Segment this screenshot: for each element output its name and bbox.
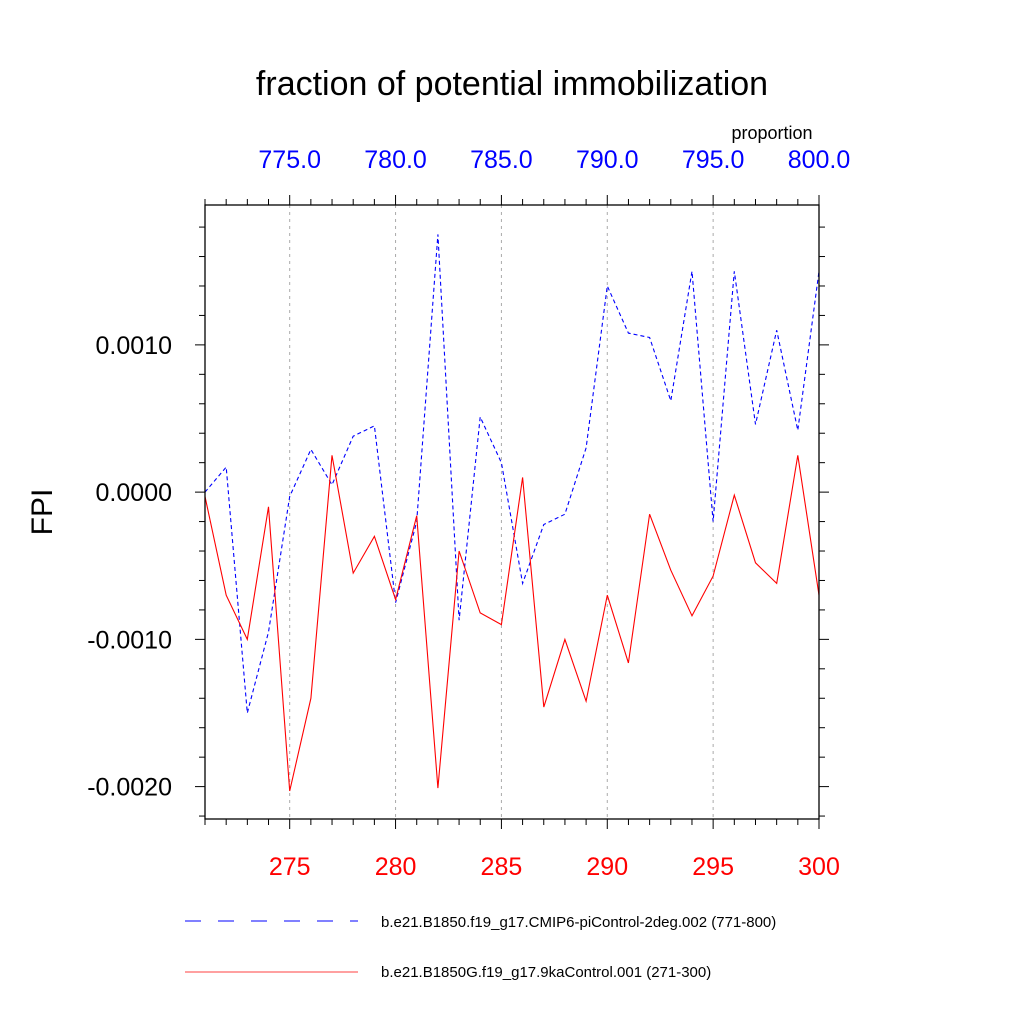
bottom-tick-label: 290 [586,853,628,881]
grid-lines [289,205,714,819]
bottom-tick-label: 280 [375,853,417,881]
y-tick-label: -0.0020 [87,774,172,802]
top-tick-label: 780.0 [364,146,427,174]
bottom-tick-labels: 275 280 285 290 295 300 [269,853,840,881]
legend-label-1: b.e21.B1850G.f19_g17.9kaControl.001 (271… [381,964,711,981]
plot-frame [204,204,820,820]
top-axis-units: proportion [731,123,812,143]
top-tick-label: 795.0 [682,146,745,174]
series-group [204,234,820,792]
minor-ticks [199,199,825,825]
major-ticks [195,195,829,829]
y-tick-label: 0.0000 [96,479,172,507]
legend-label-0: b.e21.B1850.f19_g17.CMIP6-piControl-2deg… [381,914,776,931]
bottom-tick-label: 300 [798,853,840,881]
series-line-0 [204,234,820,714]
top-tick-label: 775.0 [258,146,321,174]
y-axis-label: FPI [26,489,59,536]
top-tick-label: 800.0 [788,146,851,174]
y-tick-label: 0.0010 [96,332,172,360]
y-tick-labels: 0.0010 0.0000 -0.0010 -0.0020 [87,332,172,802]
y-tick-label: -0.0010 [87,626,172,654]
top-tick-label: 790.0 [576,146,639,174]
chart-title: fraction of potential immobilization [256,65,768,103]
top-tick-labels: 775.0 780.0 785.0 790.0 795.0 800.0 [258,146,850,174]
series-line-1 [204,455,820,792]
bottom-tick-label: 295 [692,853,734,881]
top-tick-label: 785.0 [470,146,533,174]
legend: b.e21.B1850.f19_g17.CMIP6-piControl-2deg… [185,914,776,981]
bottom-tick-label: 285 [481,853,523,881]
bottom-tick-label: 275 [269,853,311,881]
